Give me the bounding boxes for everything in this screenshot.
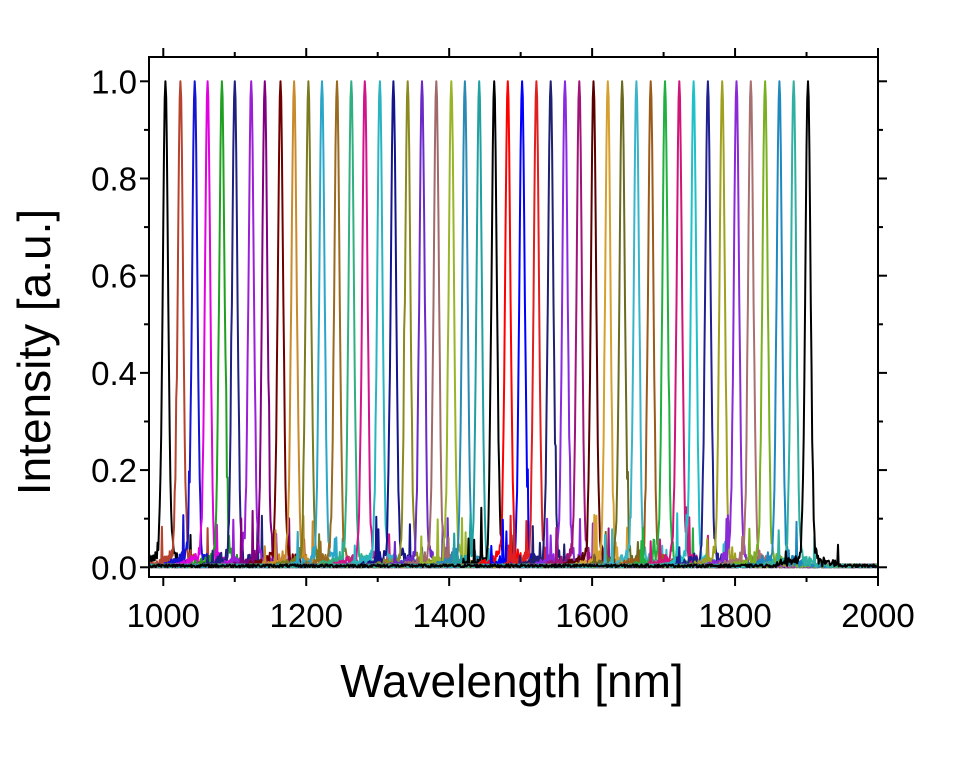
series-line-46 <box>149 80 878 569</box>
x-tick-label-2000: 2000 <box>841 597 914 634</box>
ticks-group <box>140 48 887 586</box>
y-tick-label-1.0: 1.0 <box>91 63 137 100</box>
plot-frame <box>148 56 879 578</box>
x-tick-label-1400: 1400 <box>412 597 485 634</box>
y-tick-label-0.8: 0.8 <box>91 160 137 197</box>
y-tick-label-0.0: 0.0 <box>91 549 137 586</box>
tick-labels-group: 1000 1200 1400 1600 1800 2000 0.0 0.2 0.4 0.6 0.8 1… <box>91 63 915 634</box>
x-tick-label-1800: 1800 <box>698 597 771 634</box>
x-tick-label-1000: 1000 <box>127 597 200 634</box>
series-group <box>149 80 878 569</box>
y-tick-label-0.2: 0.2 <box>91 452 137 489</box>
y-axis-title: Intensity [a.u.] <box>8 209 60 495</box>
x-axis-title: Wavelength [nm] <box>340 655 683 707</box>
x-tick-label-1200: 1200 <box>270 597 343 634</box>
y-tick-label-0.6: 0.6 <box>91 258 137 295</box>
x-tick-label-1600: 1600 <box>555 597 628 634</box>
y-tick-label-0.4: 0.4 <box>91 355 137 392</box>
